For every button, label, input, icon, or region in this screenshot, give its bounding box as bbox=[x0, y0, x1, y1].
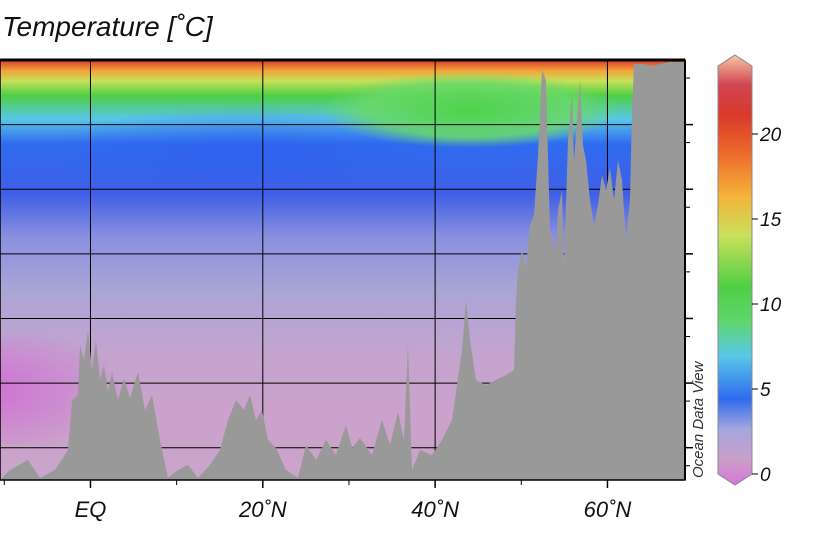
colorbar-ticks: 0 5 10 15 20 bbox=[752, 125, 782, 486]
x-tick-label-0: EQ bbox=[75, 497, 107, 522]
x-tick-label-3: 60˚N bbox=[584, 497, 632, 522]
chart-title: Temperature [˚C] bbox=[2, 11, 214, 42]
bathymetry bbox=[0, 62, 685, 480]
x-axis-tick-labels: EQ 20˚N 40˚N 60˚N bbox=[75, 497, 632, 522]
x-tick-label-2: 40˚N bbox=[411, 497, 459, 522]
colorbar-tick-label-3: 15 bbox=[760, 210, 782, 231]
colorbar-tick-label-2: 10 bbox=[760, 295, 782, 316]
colorbar: 0 5 10 15 20 bbox=[717, 54, 782, 486]
colorbar-tick-label-0: 0 bbox=[760, 465, 771, 486]
colorbar-fill bbox=[717, 54, 753, 486]
colorbar-tick-label-4: 20 bbox=[759, 125, 782, 146]
colorbar-tick-label-1: 5 bbox=[760, 380, 771, 401]
y-axis-tick-marks bbox=[685, 77, 693, 467]
x-tick-label-1: 20˚N bbox=[238, 497, 287, 522]
x-axis-tick-marks bbox=[3, 480, 609, 488]
subtropical-blue-lens bbox=[50, 105, 450, 195]
ocean-data-view-credit: Ocean Data View bbox=[690, 360, 707, 478]
plot-area bbox=[0, 60, 685, 480]
